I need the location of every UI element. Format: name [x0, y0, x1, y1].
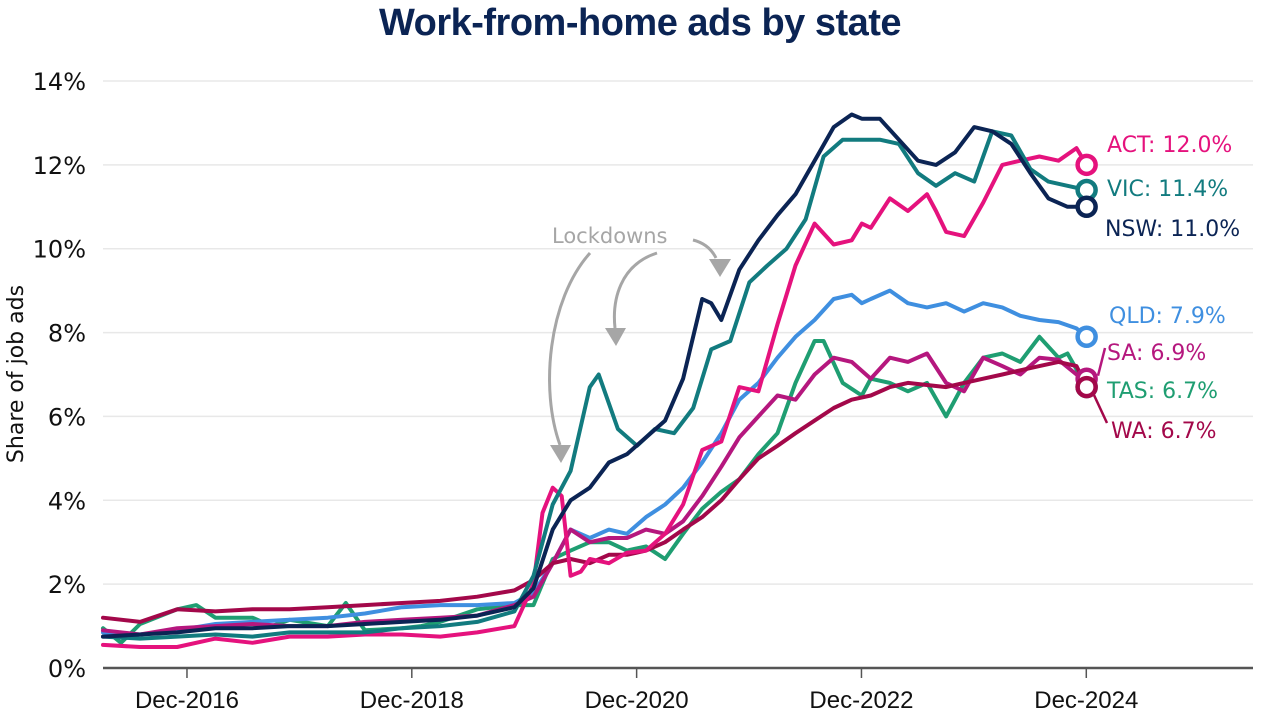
x-tick-label: Dec-2022: [809, 687, 913, 714]
series-line-act: [101, 146, 1089, 649]
x-tick-label: Dec-2020: [585, 687, 689, 714]
y-tick-label: 2%: [48, 571, 86, 599]
annotation-arrow-3: [692, 238, 718, 259]
y-tick-label: 8%: [48, 320, 86, 348]
annotation-label: Lockdowns: [552, 224, 668, 248]
end-marker-nsw: [1075, 195, 1098, 219]
y-tick-label: 14%: [33, 68, 86, 96]
x-tick-label: Dec-2016: [135, 687, 239, 714]
end-label-act: ACT: 12.0%: [1107, 133, 1232, 158]
lockdowns-annotation: Lockdowns: [548, 224, 731, 463]
series-line-vic: [101, 129, 1089, 641]
annotation-arrowhead-2: [605, 328, 626, 346]
series-lines: [101, 112, 1098, 649]
end-labels: ACT: 12.0% VIC: 11.4% NSW: 11.0% QLD: 7.9% S…: [1092, 133, 1240, 444]
y-tick-label: 6%: [48, 403, 86, 431]
y-tick-label: 10%: [33, 236, 86, 264]
leader-line-wa: [1092, 394, 1109, 424]
end-marker-wa: [1075, 375, 1098, 399]
x-tick-label: Dec-2018: [360, 687, 464, 714]
leader-line-sa: [1096, 347, 1107, 376]
annotation-arrow-2: [612, 251, 658, 329]
y-tick-label: 4%: [48, 487, 86, 515]
y-tick-label: 12%: [33, 152, 86, 180]
end-label-wa: WA: 6.7%: [1111, 419, 1217, 444]
annotation-arrow-1: [548, 252, 592, 446]
y-axis-label: Share of job ads: [4, 285, 29, 463]
series-line-qld: [101, 288, 1089, 637]
x-axis: Dec-2016 Dec-2018 Dec-2020 Dec-2022 Dec-2024: [103, 666, 1253, 714]
end-label-tas: TAS: 6.7%: [1106, 379, 1218, 404]
series-line-nsw: [101, 112, 1089, 639]
end-label-nsw: NSW: 11.0%: [1105, 217, 1240, 242]
y-tick-label: 0%: [48, 655, 86, 683]
series-line-wa: [101, 359, 1089, 624]
end-label-vic: VIC: 11.4%: [1107, 177, 1228, 202]
end-label-sa: SA: 6.9%: [1107, 341, 1206, 366]
series-line-sa: [101, 351, 1089, 637]
end-label-qld: QLD: 7.9%: [1109, 304, 1226, 329]
y-axis-ticks: 0% 2% 4% 6% 8% 10% 12% 14%: [33, 68, 86, 683]
end-marker-qld: [1075, 325, 1098, 349]
gridlines: [103, 80, 1253, 585]
chart-title: Work-from-home ads by state: [378, 2, 902, 44]
x-tick-label: Dec-2024: [1034, 687, 1138, 714]
annotation-arrowhead-1: [550, 445, 571, 463]
end-marker-act: [1075, 153, 1098, 177]
annotation-arrowhead-3: [709, 259, 731, 277]
